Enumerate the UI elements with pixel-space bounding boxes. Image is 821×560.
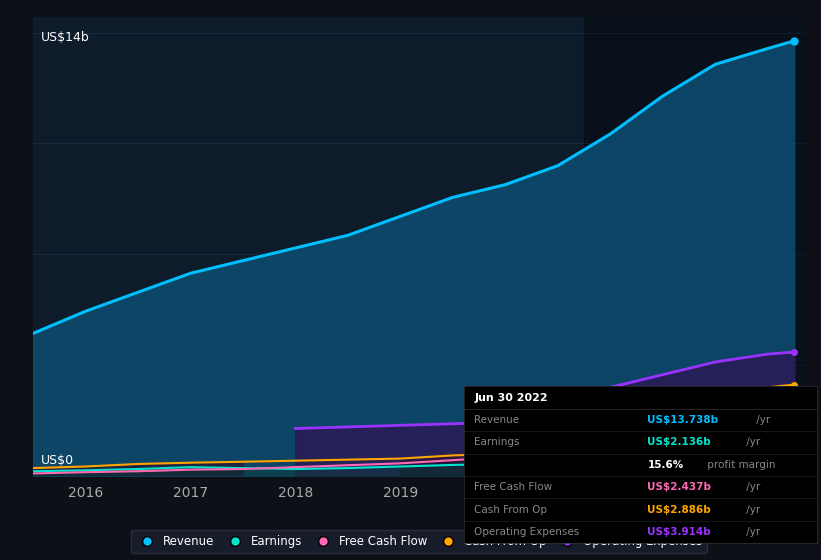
Text: US$2.886b: US$2.886b [648, 505, 711, 515]
Text: /yr: /yr [754, 415, 771, 425]
Text: 15.6%: 15.6% [648, 460, 684, 470]
Text: Operating Expenses: Operating Expenses [475, 527, 580, 537]
Text: US$0: US$0 [40, 454, 74, 467]
Text: /yr: /yr [744, 482, 761, 492]
Text: Jun 30 2022: Jun 30 2022 [475, 393, 548, 403]
Text: /yr: /yr [744, 505, 761, 515]
Text: /yr: /yr [744, 527, 761, 537]
Text: US$2.136b: US$2.136b [648, 437, 711, 447]
Text: Earnings: Earnings [475, 437, 520, 447]
Text: Free Cash Flow: Free Cash Flow [475, 482, 553, 492]
Text: US$2.437b: US$2.437b [648, 482, 712, 492]
Bar [584, 17, 805, 476]
Text: Cash From Op: Cash From Op [475, 505, 548, 515]
Text: Revenue: Revenue [475, 415, 520, 425]
Text: US$3.914b: US$3.914b [648, 527, 711, 537]
Text: profit margin: profit margin [704, 460, 775, 470]
Legend: Revenue, Earnings, Free Cash Flow, Cash From Op, Operating Expenses: Revenue, Earnings, Free Cash Flow, Cash … [131, 530, 707, 553]
Text: US$14b: US$14b [40, 31, 89, 44]
Text: /yr: /yr [744, 437, 761, 447]
Text: US$13.738b: US$13.738b [648, 415, 718, 425]
